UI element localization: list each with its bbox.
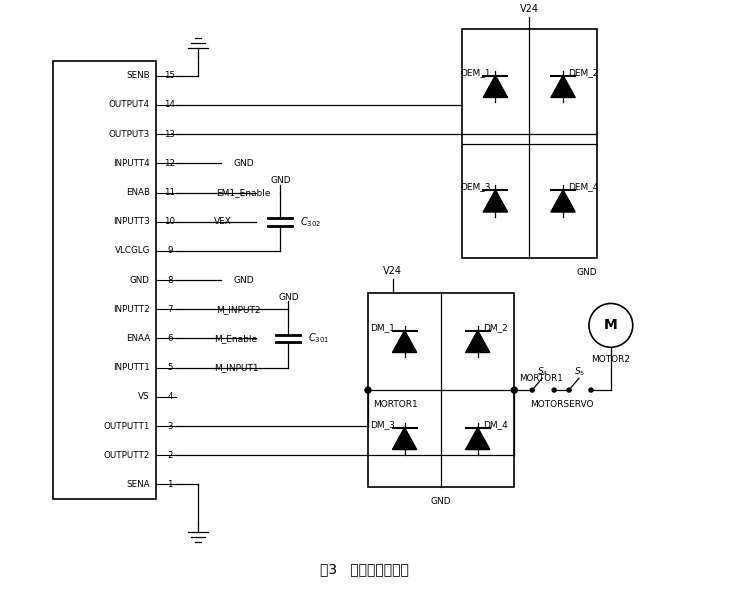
Text: 图3   电机驱动电路图: 图3 电机驱动电路图	[320, 562, 409, 576]
Text: GND: GND	[431, 497, 451, 506]
Text: MORTOR1: MORTOR1	[519, 374, 563, 383]
Text: $S_5$: $S_5$	[574, 366, 585, 379]
Text: 15: 15	[165, 71, 176, 80]
Text: 6: 6	[167, 334, 173, 343]
Circle shape	[552, 388, 556, 392]
Circle shape	[589, 388, 593, 392]
Text: DM_2: DM_2	[483, 323, 507, 332]
Text: M: M	[604, 319, 617, 332]
Text: INPUTT1: INPUTT1	[113, 363, 150, 372]
Text: SENB: SENB	[126, 71, 150, 80]
Text: INPUTT2: INPUTT2	[113, 305, 150, 314]
Text: M_INPUT1: M_INPUT1	[214, 363, 258, 372]
Text: 9: 9	[167, 247, 173, 256]
Polygon shape	[392, 331, 416, 353]
Text: MOTOR2: MOTOR2	[591, 355, 631, 364]
Text: VS: VS	[139, 392, 150, 401]
Text: V24: V24	[383, 266, 402, 276]
Text: GND: GND	[130, 275, 150, 284]
Text: OUTPUT3: OUTPUT3	[109, 130, 150, 139]
Circle shape	[365, 387, 371, 393]
Text: 13: 13	[165, 130, 176, 139]
Text: OUTPUTT2: OUTPUTT2	[104, 451, 150, 460]
Text: INPUTT3: INPUTT3	[113, 217, 150, 226]
Text: OUTPUT4: OUTPUT4	[109, 100, 150, 109]
Text: INPUTT4: INPUTT4	[113, 159, 150, 168]
Text: 12: 12	[165, 159, 176, 168]
Text: DM_4: DM_4	[483, 420, 507, 429]
Text: MORTOR1: MORTOR1	[373, 400, 418, 409]
Text: GND: GND	[270, 176, 291, 185]
Bar	[461, 29, 597, 258]
Polygon shape	[392, 428, 416, 449]
Text: 14: 14	[165, 100, 176, 109]
Text: GND: GND	[577, 268, 597, 277]
Text: 8: 8	[167, 275, 173, 284]
Text: DEM_2: DEM_2	[568, 68, 599, 77]
Bar	[53, 61, 156, 499]
Text: SENA: SENA	[126, 480, 150, 489]
Text: $S_4$: $S_4$	[537, 366, 549, 379]
Polygon shape	[483, 76, 507, 97]
Text: 11: 11	[165, 188, 176, 197]
Text: $C_{301}$: $C_{301}$	[308, 332, 330, 346]
Text: 4: 4	[167, 392, 173, 401]
Text: M_INPUT2: M_INPUT2	[216, 305, 260, 314]
Text: GND: GND	[233, 275, 254, 284]
Text: 2: 2	[167, 451, 173, 460]
Circle shape	[511, 387, 518, 393]
Text: EM1_Enable: EM1_Enable	[216, 188, 270, 197]
Text: DM_1: DM_1	[370, 323, 394, 332]
Polygon shape	[551, 190, 575, 212]
Text: 5: 5	[167, 363, 173, 372]
Text: DEM_4: DEM_4	[568, 182, 599, 191]
Text: ENAB: ENAB	[126, 188, 150, 197]
Text: DEM_3: DEM_3	[461, 182, 491, 191]
Text: MOTORSERVO: MOTORSERVO	[530, 400, 593, 409]
Polygon shape	[466, 331, 490, 353]
Text: DEM_1: DEM_1	[461, 68, 491, 77]
Text: ENAA: ENAA	[125, 334, 150, 343]
Text: 3: 3	[167, 422, 173, 431]
Circle shape	[530, 388, 534, 392]
Text: VEX: VEX	[214, 217, 232, 226]
Text: 1: 1	[167, 480, 173, 489]
Text: 10: 10	[165, 217, 176, 226]
Text: 7: 7	[167, 305, 173, 314]
Text: VLCGLG: VLCGLG	[114, 247, 150, 256]
Polygon shape	[466, 428, 490, 449]
Text: GND: GND	[278, 293, 299, 302]
Text: DM_3: DM_3	[370, 420, 394, 429]
Circle shape	[567, 388, 571, 392]
Text: M_Enable: M_Enable	[214, 334, 257, 343]
Polygon shape	[551, 76, 575, 97]
Text: GND: GND	[233, 159, 254, 168]
Bar	[368, 293, 514, 487]
Polygon shape	[483, 190, 507, 212]
Text: $C_{302}$: $C_{302}$	[300, 215, 321, 229]
Text: V24: V24	[520, 4, 539, 14]
Text: OUTPUTT1: OUTPUTT1	[104, 422, 150, 431]
